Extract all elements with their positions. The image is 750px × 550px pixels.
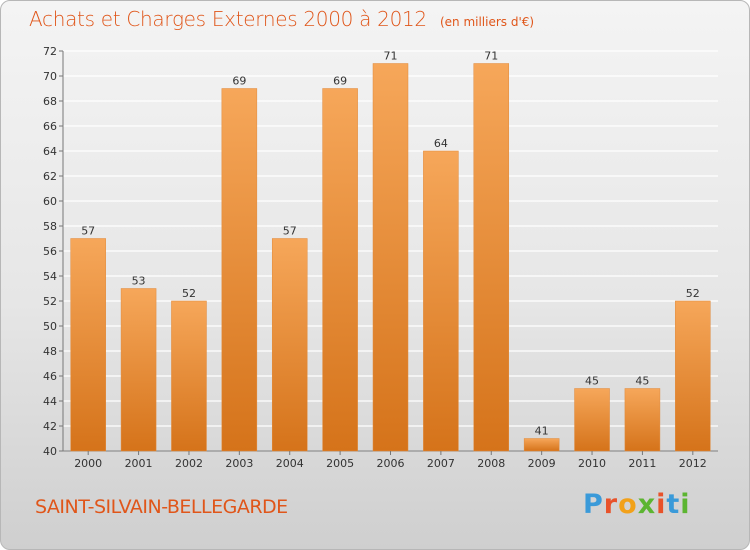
- bar-value-label: 45: [635, 375, 649, 388]
- brand-letter: P: [583, 489, 604, 520]
- chart-title: Achats et Charges Externes 2000 à 2012: [29, 7, 427, 31]
- x-tick-label: 2012: [679, 457, 707, 470]
- bar-value-label: 41: [535, 425, 549, 438]
- y-tick-label: 52: [43, 295, 57, 308]
- brand-letter: x: [637, 489, 657, 520]
- x-tick-label: 2003: [225, 457, 253, 470]
- y-tick-label: 56: [43, 245, 57, 258]
- bar-value-label: 52: [686, 287, 700, 300]
- y-tick-label: 60: [43, 195, 57, 208]
- bar[interactable]: [221, 88, 258, 452]
- bar-value-label: 52: [182, 287, 196, 300]
- bar-value-label: 57: [283, 225, 297, 238]
- bar[interactable]: [372, 63, 409, 452]
- chart-unit: (en milliers d'€): [439, 15, 535, 29]
- y-tick-label: 62: [43, 170, 57, 183]
- y-tick-label: 54: [43, 270, 57, 283]
- bar[interactable]: [120, 288, 157, 452]
- brand-letter: o: [618, 489, 638, 520]
- bar-value-label: 69: [333, 75, 347, 88]
- y-tick-label: 42: [43, 420, 57, 433]
- x-tick-label: 2004: [276, 457, 304, 470]
- y-tick-label: 66: [43, 120, 57, 133]
- bar[interactable]: [70, 238, 106, 452]
- bar[interactable]: [523, 438, 560, 452]
- x-tick-label: 2010: [578, 457, 606, 470]
- y-tick-label: 46: [43, 370, 57, 383]
- bar[interactable]: [675, 300, 711, 452]
- city-name: SAINT-SILVAIN-BELLEGARDE: [35, 496, 288, 518]
- y-tick-label: 50: [43, 320, 57, 333]
- x-tick-label: 2007: [427, 457, 455, 470]
- y-tick-label: 70: [43, 70, 57, 83]
- x-tick-label: 2006: [377, 457, 405, 470]
- x-tick-label: 2005: [326, 457, 354, 470]
- proxiti-logo[interactable]: Proxiti: [583, 489, 691, 520]
- y-tick-label: 64: [43, 145, 57, 158]
- y-tick-label: 58: [43, 220, 57, 233]
- bar[interactable]: [322, 88, 358, 452]
- y-tick-label: 72: [43, 45, 57, 58]
- bar-value-label: 57: [81, 225, 95, 238]
- y-tick-label: 44: [43, 395, 57, 408]
- bar-value-label: 45: [585, 375, 599, 388]
- x-tick-label: 2011: [628, 457, 656, 470]
- y-tick-label: 48: [43, 345, 57, 358]
- bar[interactable]: [624, 388, 661, 452]
- bar[interactable]: [423, 150, 459, 452]
- x-tick-label: 2002: [175, 457, 203, 470]
- x-tick-label: 2009: [528, 457, 556, 470]
- y-tick-label: 40: [43, 445, 57, 458]
- bar-value-label: 71: [384, 50, 398, 63]
- y-tick-label: 68: [43, 95, 57, 108]
- x-tick-label: 2008: [477, 457, 505, 470]
- bar-value-label: 69: [232, 75, 246, 88]
- brand-letter: t: [666, 489, 681, 520]
- bar-value-label: 71: [484, 50, 498, 63]
- chart-title-block: Achats et Charges Externes 2000 à 2012 (…: [29, 7, 534, 31]
- bar-value-label: 64: [434, 137, 448, 150]
- x-tick-label: 2001: [125, 457, 153, 470]
- bar-value-label: 53: [132, 275, 146, 288]
- bar[interactable]: [171, 300, 207, 452]
- bar[interactable]: [271, 238, 308, 452]
- brand-letter: i: [656, 489, 667, 520]
- brand-letter: i: [680, 489, 691, 520]
- bar[interactable]: [574, 388, 610, 452]
- bar[interactable]: [473, 63, 510, 452]
- brand-letter: r: [603, 489, 619, 520]
- x-tick-label: 2000: [74, 457, 102, 470]
